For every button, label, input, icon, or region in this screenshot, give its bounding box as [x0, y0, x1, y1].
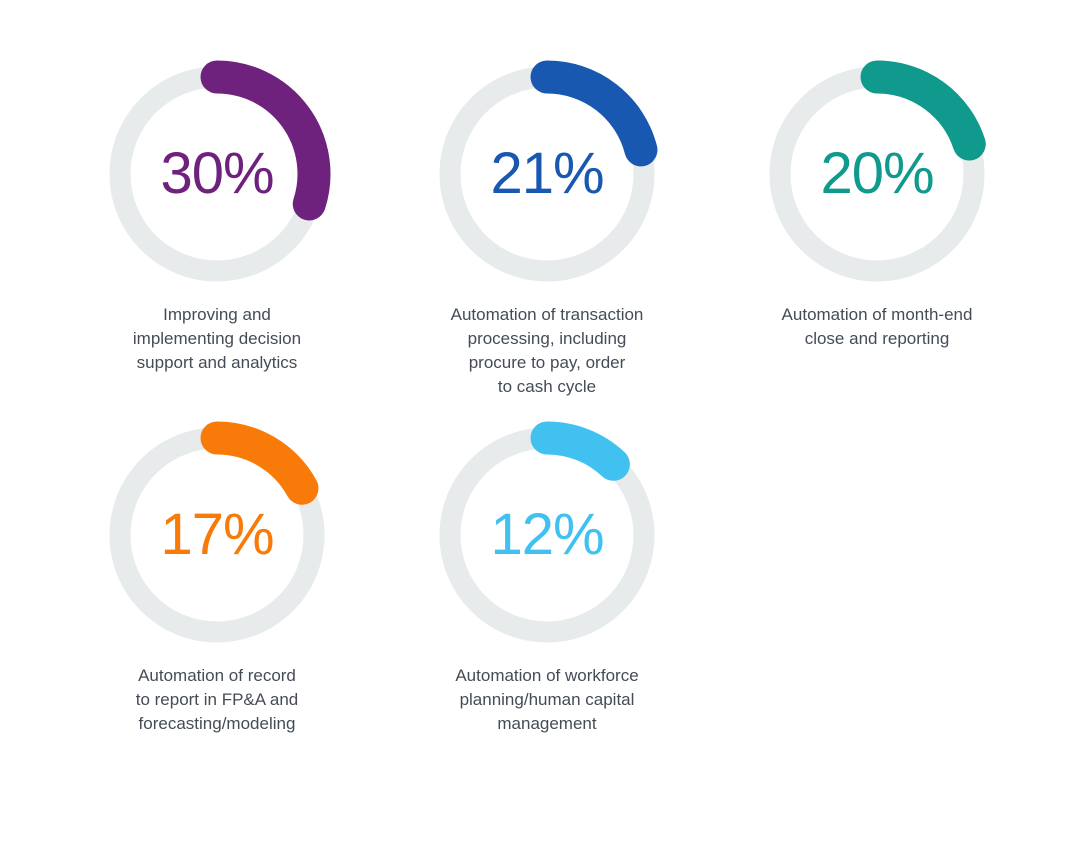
donut-chart — [109, 60, 331, 282]
donut-value-arc — [200, 60, 331, 221]
percentage-value: 21% — [490, 141, 604, 206]
donut-wrap: 30% — [102, 59, 332, 289]
donut-chart — [439, 421, 655, 643]
donut-chart — [439, 60, 658, 282]
donut-wrap: 12% — [432, 420, 662, 650]
donut-gauge: 17% Automation of record to report in FP… — [52, 420, 382, 736]
donut-chart — [769, 60, 986, 282]
donut-gauge: 21% Automation of transaction processing… — [382, 59, 712, 399]
percentage-value: 12% — [490, 502, 604, 567]
donut-gauge-grid: 30% Improving and implementing decision … — [52, 59, 1042, 736]
donut-value-arc — [530, 60, 658, 167]
donut-gauge: 20% Automation of month-end close and re… — [712, 59, 1042, 399]
gauge-caption: Automation of record to report in FP&A a… — [135, 666, 299, 733]
gauge-caption: Improving and implementing decision supp… — [132, 305, 302, 372]
percentage-value: 20% — [820, 141, 934, 206]
donut-chart — [109, 421, 325, 643]
gauge-caption: Automation of workforce planning/human c… — [455, 666, 639, 733]
gauge-caption: Automation of month-end close and report… — [781, 305, 973, 348]
gauge-caption: Automation of transaction processing, in… — [450, 305, 644, 396]
donut-gauge: 30% Improving and implementing decision … — [52, 59, 382, 399]
donut-value-arc — [530, 421, 630, 481]
donut-value-arc — [200, 421, 319, 505]
percentage-value: 30% — [160, 141, 274, 206]
donut-value-arc — [860, 60, 986, 161]
donut-wrap: 20% — [762, 59, 992, 289]
donut-gauge: 12% Automation of workforce planning/hum… — [382, 420, 712, 736]
donut-wrap: 21% — [432, 59, 662, 289]
donut-wrap: 17% — [102, 420, 332, 650]
percentage-value: 17% — [160, 502, 274, 567]
